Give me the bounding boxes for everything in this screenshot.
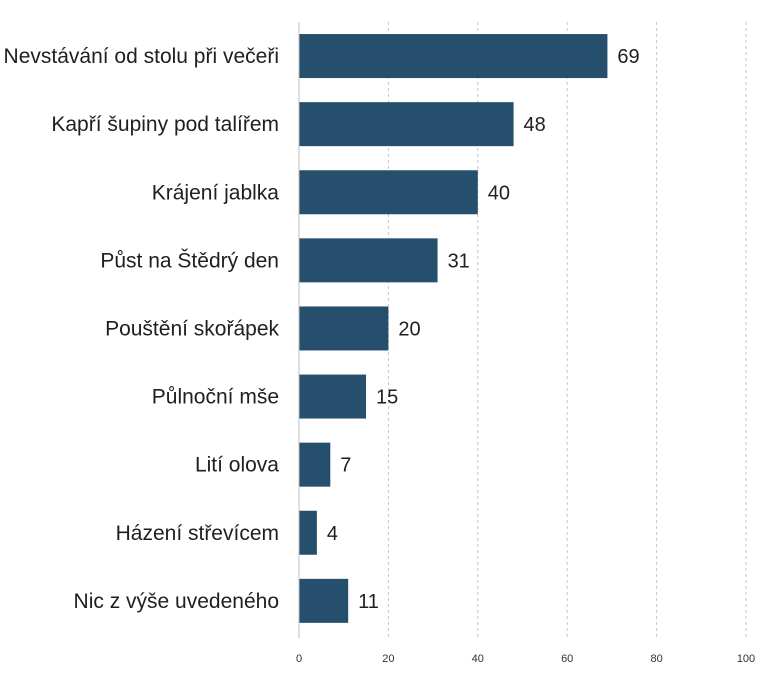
data-label: 11 — [358, 591, 379, 613]
data-label: 69 — [617, 46, 639, 68]
bar — [299, 442, 331, 487]
bar — [299, 238, 438, 283]
bar — [299, 578, 349, 623]
data-labels: 69 48 40 31 20 15 7 4 11 — [327, 46, 640, 613]
data-label: 7 — [340, 455, 351, 477]
x-tick-label: 100 — [737, 653, 755, 665]
bar — [299, 374, 367, 419]
data-label: 48 — [524, 114, 546, 136]
category-label: Nevstávání od stolu při večeři — [4, 45, 279, 68]
category-label: Půlnoční mše — [152, 386, 279, 409]
x-axis-tick-labels: 0 20 40 60 80 100 — [296, 653, 755, 665]
category-label: Krájení jablka — [152, 181, 280, 204]
bar — [299, 170, 478, 215]
category-label: Nic z výše uvedeného — [74, 590, 279, 613]
category-label: Kapří šupiny pod talířem — [51, 113, 279, 136]
bar — [299, 34, 608, 79]
bar — [299, 102, 514, 147]
x-tick-label: 60 — [561, 653, 573, 665]
category-labels: Nevstávání od stolu při večeři Kapří šupi… — [4, 45, 280, 613]
data-label: 20 — [398, 318, 420, 340]
bar — [299, 510, 317, 555]
category-label: Lití olova — [195, 454, 279, 477]
data-label: 4 — [327, 523, 338, 545]
category-label: Půst na Štědrý den — [100, 249, 279, 272]
category-label: Házení střevícem — [116, 522, 279, 545]
bars — [299, 34, 608, 623]
data-label: 15 — [376, 387, 398, 409]
x-tick-label: 40 — [472, 653, 484, 665]
data-label: 40 — [488, 182, 510, 204]
category-label: Pouštění skořápek — [105, 317, 279, 340]
bar — [299, 306, 389, 351]
x-tick-label: 0 — [296, 653, 302, 665]
x-tick-label: 80 — [650, 653, 662, 665]
x-tick-label: 20 — [382, 653, 394, 665]
data-label: 31 — [448, 250, 470, 272]
